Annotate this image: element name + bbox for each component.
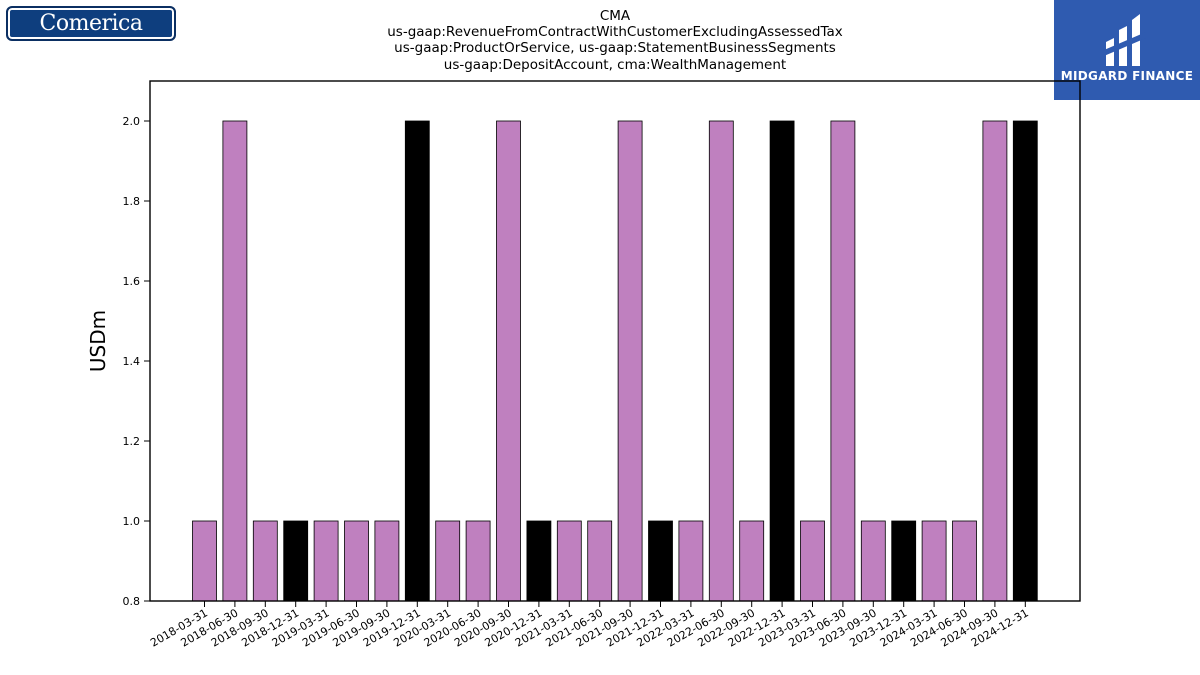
bar-2018-06-30 — [222, 120, 248, 602]
bar-2021-03-31 — [556, 520, 582, 602]
bar-2024-06-30 — [952, 520, 977, 602]
bar-2024-09-30 — [982, 120, 1008, 602]
bar-2019-06-30 — [344, 520, 369, 602]
midgard-finance-logo: MIDGARD FINANCE — [1054, 0, 1200, 100]
x-axis-ticks: 2018-03-312018-06-302018-09-302018-12-31… — [148, 601, 1031, 650]
midgard-mark-icon — [1104, 14, 1146, 66]
bar-2020-06-30 — [465, 520, 491, 602]
midgard-logo-text: MIDGARD FINANCE — [1060, 69, 1194, 83]
y-tick-label: 1.4 — [123, 355, 141, 368]
comerica-logo-text: Comerica — [39, 11, 143, 36]
chart-title-line: CMA — [600, 8, 631, 24]
bar-2024-12-31 — [1012, 120, 1038, 602]
chart-title-line: us-gaap:RevenueFromContractWithCustomerE… — [387, 24, 843, 40]
bar-2019-09-30 — [374, 520, 400, 602]
y-tick-label: 1.6 — [123, 275, 141, 288]
bar-2018-09-30 — [252, 520, 278, 602]
bar-2021-06-30 — [587, 520, 613, 602]
bar-2023-09-30 — [860, 520, 886, 602]
y-axis-ticks: 0.8 1.0 1.2 1.4 1.6 1.8 2.0 — [123, 115, 150, 608]
bars — [192, 120, 1038, 602]
comerica-logo: Comerica — [6, 6, 176, 41]
chart-title: CMA us-gaap:RevenueFromContractWithCusto… — [387, 8, 843, 73]
chart-title-line: us-gaap:DepositAccount, cma:WealthManage… — [444, 57, 786, 73]
bar-2023-03-31 — [800, 520, 825, 602]
bar-2018-12-31 — [283, 520, 309, 602]
axes-frame — [149, 80, 1081, 602]
y-tick-label: 1.2 — [123, 435, 141, 448]
y-tick-label: 1.0 — [123, 515, 141, 528]
chart-title-line: us-gaap:ProductOrService, us-gaap:Statem… — [394, 40, 836, 56]
bar-2022-09-30 — [739, 520, 765, 602]
bar-2022-03-31 — [678, 520, 704, 602]
bar-2021-12-31 — [648, 520, 673, 602]
bar-2019-12-31 — [404, 120, 430, 602]
bar-2023-06-30 — [830, 120, 856, 602]
bar-2020-09-30 — [496, 120, 521, 602]
bar-2020-12-31 — [526, 520, 552, 602]
bar-2020-03-31 — [435, 520, 461, 602]
bar-2022-12-31 — [769, 120, 795, 602]
y-axis-label: USDm — [86, 310, 110, 372]
y-tick-label: 1.8 — [123, 195, 141, 208]
y-tick-label: 2.0 — [123, 115, 141, 128]
bar-2022-06-30 — [708, 120, 734, 602]
bar-2021-09-30 — [617, 120, 643, 602]
y-tick-label: 0.8 — [123, 595, 141, 608]
bar-2023-12-31 — [891, 520, 917, 602]
axes-border — [149, 80, 1081, 602]
bar-2019-03-31 — [313, 520, 339, 602]
bar-2018-03-31 — [192, 520, 217, 602]
bar-2024-03-31 — [921, 520, 947, 602]
